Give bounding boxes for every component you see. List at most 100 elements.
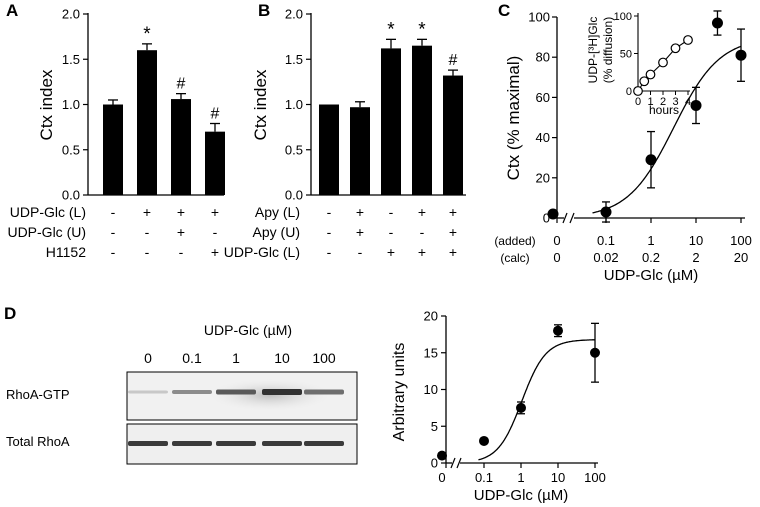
significance-mark: * bbox=[143, 24, 151, 45]
significance-mark: * bbox=[418, 19, 426, 40]
panel-d-x-label: UDP-Glc (µM) bbox=[474, 487, 568, 504]
condition-mark: - bbox=[389, 204, 394, 220]
condition-mark: - bbox=[111, 224, 116, 240]
panel-c-y-label: Ctx (% maximal) bbox=[504, 56, 523, 181]
y-tick-label: 20 bbox=[424, 309, 438, 324]
condition-mark: + bbox=[418, 244, 426, 260]
condition-mark: - bbox=[111, 204, 116, 220]
blot-row-label-total-rhoa: Total RhoA bbox=[6, 434, 70, 449]
x-tick-label: 0 bbox=[438, 470, 445, 485]
data-point bbox=[547, 208, 559, 220]
bar bbox=[319, 104, 339, 195]
blot-band-total-rhoa bbox=[216, 441, 256, 446]
condition-mark: + bbox=[449, 204, 457, 220]
significance-mark: # bbox=[177, 76, 186, 93]
significance-mark: # bbox=[449, 52, 458, 69]
panel-a-bar-chart: Ctx index 0.0 0.5 1.0 1.5 2.0 * # # UDP-Glc (L) -… bbox=[7, 7, 225, 260]
bar bbox=[412, 45, 432, 195]
x-tick-label-calc: 0 bbox=[553, 250, 560, 265]
x-tick-label: 0.1 bbox=[475, 470, 493, 485]
inset-data-point bbox=[683, 35, 693, 45]
panel-d-axis-break bbox=[456, 457, 462, 469]
y-tick-label: 0.5 bbox=[285, 142, 303, 157]
condition-label: UDP-Glc (L) bbox=[224, 244, 300, 260]
condition-mark: - bbox=[111, 244, 116, 260]
y-tick-label: 0 bbox=[431, 456, 438, 471]
significance-mark: # bbox=[211, 106, 220, 123]
y-tick-label: 0.0 bbox=[285, 188, 303, 203]
inset-data-point bbox=[658, 57, 668, 68]
bar bbox=[103, 104, 123, 195]
condition-mark: - bbox=[389, 224, 394, 240]
panel-c-axis-break bbox=[569, 212, 575, 224]
inset-y-tick-label: 100 bbox=[614, 11, 632, 23]
data-point bbox=[553, 325, 563, 336]
panel-c-x-label: UDP-Glc (µM) bbox=[604, 267, 698, 284]
condition-mark: - bbox=[179, 244, 184, 260]
condition-label: H1152 bbox=[46, 244, 86, 260]
blot-band-total-rhoa bbox=[304, 441, 344, 446]
blot-band-rhoa-gtp bbox=[262, 389, 302, 395]
inset-y-label-line2: (% diffusion) bbox=[601, 17, 615, 83]
x-tick-label-added: 0.1 bbox=[597, 233, 615, 248]
condition-mark: - bbox=[327, 204, 332, 220]
bar bbox=[443, 75, 463, 195]
panel-label-d: D bbox=[4, 304, 16, 323]
panel-a-y-label: Ctx index bbox=[37, 69, 56, 140]
blot-band-rhoa-gtp bbox=[304, 389, 344, 395]
inset-data-point bbox=[645, 69, 656, 80]
bar bbox=[381, 48, 401, 195]
condition-mark: - bbox=[327, 224, 332, 240]
bar bbox=[137, 50, 157, 196]
significance-mark: * bbox=[387, 19, 395, 40]
y-tick-label: 60 bbox=[536, 90, 550, 105]
panel-c-axis-break bbox=[562, 212, 568, 224]
y-tick-label: 1.0 bbox=[62, 97, 80, 112]
data-point bbox=[690, 99, 702, 111]
x-tick-label-calc: 0.2 bbox=[642, 250, 660, 265]
x-tick-label-calc: 0.02 bbox=[593, 250, 618, 265]
panel-d-axis-break bbox=[450, 457, 456, 469]
condition-mark: + bbox=[177, 224, 185, 240]
x-tick-label-calc: 2 bbox=[692, 250, 699, 265]
condition-mark: + bbox=[356, 204, 364, 220]
condition-mark: - bbox=[145, 244, 150, 260]
data-point bbox=[645, 154, 657, 166]
bar bbox=[171, 99, 191, 195]
fit-curve bbox=[592, 45, 742, 214]
inset-data-point bbox=[670, 43, 681, 54]
condition-mark: + bbox=[418, 204, 426, 220]
western-blot: UDP-Glc (µM) RhoA-GTP Total RhoA 0 0.1 1 10… bbox=[6, 322, 358, 465]
condition-mark: + bbox=[177, 204, 185, 220]
y-tick-label: 15 bbox=[424, 345, 438, 360]
y-tick-label: 1.5 bbox=[62, 52, 80, 67]
condition-mark: - bbox=[213, 224, 218, 240]
panel-b-y-label: Ctx index bbox=[251, 69, 270, 140]
inset-x-tick-label: 3 bbox=[672, 96, 678, 108]
panel-b-bar-chart: Ctx index 0.0 0.5 1.0 1.5 2.0 * * # Apy (L) - + - + +… bbox=[224, 7, 466, 260]
condition-mark: + bbox=[211, 244, 219, 260]
y-tick-label: 0 bbox=[543, 211, 550, 226]
data-point bbox=[600, 206, 612, 218]
inset-x-label: hours bbox=[649, 103, 679, 117]
x-tick-label-added: 1 bbox=[647, 233, 654, 248]
bar bbox=[205, 131, 225, 195]
blot-lane-label: 1 bbox=[232, 350, 240, 366]
condition-mark: - bbox=[358, 244, 363, 260]
condition-label: Apy (U) bbox=[253, 224, 300, 240]
y-tick-label: 10 bbox=[424, 382, 438, 397]
condition-mark: + bbox=[449, 244, 457, 260]
blot-lane-label: 10 bbox=[274, 350, 290, 366]
x-tick-label-added: 10 bbox=[689, 233, 703, 248]
y-tick-label: 1.0 bbox=[285, 97, 303, 112]
fit-curve bbox=[478, 339, 596, 461]
y-tick-label: 5 bbox=[431, 419, 438, 434]
data-point bbox=[437, 450, 447, 461]
blot-title: UDP-Glc (µM) bbox=[204, 322, 292, 338]
blot-band-rhoa-gtp bbox=[172, 390, 212, 394]
blot-lane-label: 0.1 bbox=[182, 350, 202, 366]
panel-d-y-label: Arbitrary units bbox=[391, 343, 408, 442]
blot-lane-label: 0 bbox=[144, 350, 152, 366]
x-tick-label: 100 bbox=[584, 470, 606, 485]
